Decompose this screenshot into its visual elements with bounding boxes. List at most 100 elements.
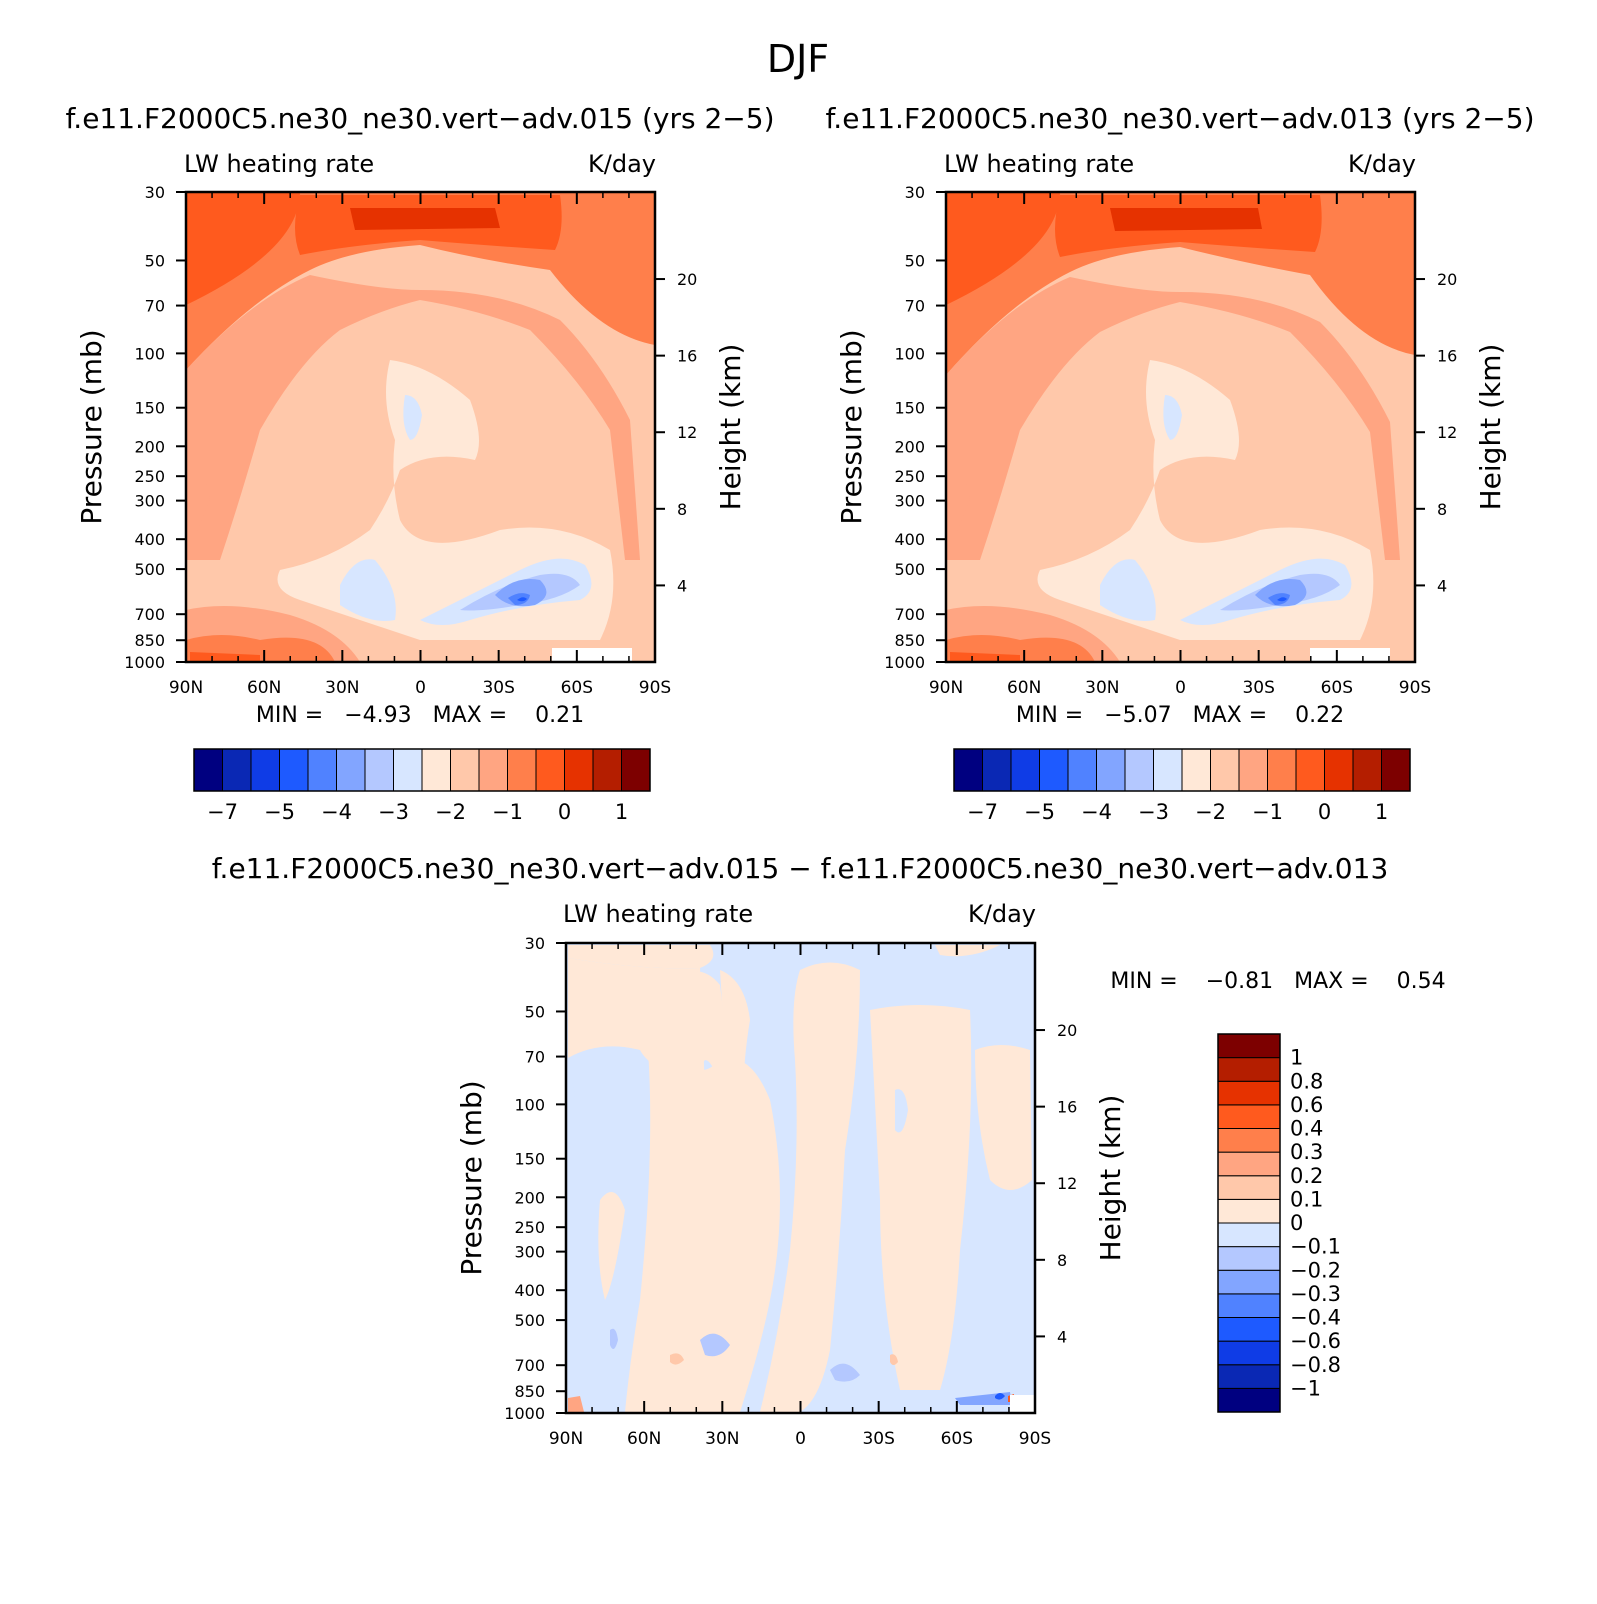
panel-right-colorbar-box <box>1210 748 1240 792</box>
panel-diff-colorbar-label: 0.4 <box>1290 1117 1323 1141</box>
panel-right-colorbar-box <box>1267 748 1297 792</box>
panel-right-x-tick-label: 90N <box>929 678 963 698</box>
panel-left-colorbar-box <box>336 748 366 792</box>
panel-right-axes: 90N 60N 30N 0 30S 60S 90S 30 50 70 100 150 200 250 300… <box>884 183 1457 698</box>
panel-right-y2-tick-label: 4 <box>1437 576 1447 595</box>
panel-right-colorbar-label: −4 <box>1081 800 1112 824</box>
panel-left-colorbar-label: 0 <box>558 800 571 824</box>
panel-diff-x-tick-label: 0 <box>795 1429 806 1449</box>
panel-diff-y2-tick-label: 12 <box>1057 1174 1077 1193</box>
panel-left-variable-label: LW heating rate <box>184 150 374 178</box>
panel-right-colorbar-box <box>1381 748 1411 792</box>
panel-right-colorbar-box <box>1352 748 1382 792</box>
panel-diff-colorbar-box <box>1217 1269 1281 1295</box>
panel-diff-colorbar-box <box>1217 1104 1281 1129</box>
panel-left-y2-tick-label: 4 <box>677 576 687 595</box>
panel-left-colorbar-box <box>364 748 394 792</box>
panel-left-colorbar-label: −7 <box>207 800 238 824</box>
panel-left-y2-tick-label: 20 <box>677 270 697 289</box>
panel-right-colorbar-box <box>1067 748 1097 792</box>
panel-right-x-tick-label: 0 <box>1175 678 1186 698</box>
panel-diff-title: f.e11.F2000C5.ne30_ne30.vert−adv.015 − f… <box>212 852 1389 885</box>
panel-left-colorbar-box <box>621 748 651 792</box>
panel-diff-y-tick-label: 30 <box>525 934 545 953</box>
panel-left-colorbar-frame <box>193 748 651 792</box>
panel-right-colorbar-box <box>1295 748 1325 792</box>
panel-left-colorbar-label: −5 <box>264 800 295 824</box>
panel-right-colorbar-frame <box>953 748 1411 792</box>
panel-diff-y-tick-label: 700 <box>514 1356 545 1375</box>
panel-left-y-tick-label: 50 <box>145 251 165 270</box>
panel-diff-colorbar-box <box>1217 1128 1281 1153</box>
panel-diff-colorbar-label: 0.6 <box>1290 1093 1323 1117</box>
panel-left-y-tick-label: 70 <box>145 297 165 316</box>
panel-right-y-tick-label: 50 <box>905 251 925 270</box>
panel-left-colorbar-box <box>478 748 508 792</box>
panel-left-y-tick-label: 300 <box>134 492 165 511</box>
panel-left-colorbar-box <box>592 748 622 792</box>
panel-right-colorbar-box <box>1039 748 1069 792</box>
panel-left-y2-tick-label: 16 <box>677 347 697 366</box>
panel-right-colorbar-box <box>1096 748 1126 792</box>
panel-left-y-tick-label: 500 <box>134 560 165 579</box>
panel-left-x-tick-label: 90S <box>639 678 671 698</box>
panel-diff-colorbar-label: −1 <box>1290 1376 1321 1400</box>
panel-diff-y-tick-label: 70 <box>525 1048 545 1067</box>
panel-left-y-tick-label: 200 <box>134 437 165 456</box>
panel-diff-y-tick-label: 850 <box>514 1382 545 1401</box>
panel-right-y-tick-label: 100 <box>894 344 925 363</box>
panel-diff-colorbar-box <box>1217 1033 1281 1059</box>
panel-diff-y-tick-label: 400 <box>514 1281 545 1300</box>
panel-diff-y-tick-label: 100 <box>514 1095 545 1114</box>
panel-right-y-tick-label: 70 <box>905 297 925 316</box>
panel-diff-y2-tick-label: 4 <box>1057 1327 1067 1346</box>
panel-left-y-tick-label: 850 <box>134 631 165 650</box>
panel-left-y-tick-label: 700 <box>134 605 165 624</box>
panel-right-y-tick-label: 150 <box>894 399 925 418</box>
panel-right-x-tick-label: 30S <box>1242 678 1274 698</box>
panel-diff-min-max-text: MIN = −0.81 MAX = 0.54 <box>1110 969 1445 994</box>
panel-left-x-tick-label: 60N <box>247 678 281 698</box>
panel-left-colorbar: −7 −5 −4 −3 −2 −1 0 1 <box>193 748 651 824</box>
panel-right-y-tick-label: 250 <box>894 467 925 486</box>
panel-diff-colorbar-box <box>1217 1080 1281 1106</box>
figure-title: DJF <box>767 37 829 81</box>
panel-diff-colorbar-box <box>1217 1198 1281 1224</box>
panel-diff-colorbar-label: 0.3 <box>1290 1140 1323 1164</box>
panel-left-x-tick-label: 90N <box>169 678 203 698</box>
panel-diff-x-tick-label: 90N <box>549 1429 583 1449</box>
panel-diff-colorbar-label: 0.2 <box>1290 1164 1323 1188</box>
panel-left-colorbar-box <box>307 748 337 792</box>
panel-diff-y-tick-label: 50 <box>525 1002 545 1021</box>
panel-left-y-tick-label: 400 <box>134 530 165 549</box>
panel-right-colorbar-box <box>1124 748 1154 792</box>
panel-left-x-tick-label: 30S <box>482 678 514 698</box>
panel-right-colorbar-label: 1 <box>1375 800 1388 824</box>
panel-right-x-tick-label: 30N <box>1085 678 1119 698</box>
panel-diff-y2-tick-label: 8 <box>1057 1251 1067 1270</box>
panel-left-min-max-text: MIN = −4.93 MAX = 0.21 <box>256 703 584 728</box>
panel-right-y-tick-label: 400 <box>894 530 925 549</box>
panel-left-colorbar-label: −2 <box>435 800 466 824</box>
panel-left-y-tick-label: 1000 <box>124 653 165 672</box>
panel-diff-colorbar-label: 0 <box>1290 1211 1303 1235</box>
panel-left-contour-field <box>186 192 655 662</box>
panel-left-units-label: K/day <box>588 150 656 178</box>
panel-right-title: f.e11.F2000C5.ne30_ne30.vert−adv.013 (yr… <box>825 102 1534 135</box>
panel-diff-y-tick-label: 150 <box>514 1150 545 1169</box>
panel-diff-colorbar-box <box>1217 1317 1281 1342</box>
panel-diff-y-tick-label: 200 <box>514 1188 545 1207</box>
panel-diff-colorbar-box <box>1217 1364 1281 1389</box>
panel-right-y2-tick-label: 8 <box>1437 500 1447 519</box>
panel-right-colorbar-box <box>1181 748 1211 792</box>
panel-diff-colorbar-box <box>1217 1175 1281 1200</box>
panel-left-colorbar-box <box>279 748 309 792</box>
panel-right-y-tick-label: 1000 <box>884 653 925 672</box>
panel-diff-colorbar-box <box>1217 1340 1281 1366</box>
panel-right-colorbar-label: −3 <box>1138 800 1169 824</box>
panel-diff-colorbar-box <box>1217 1151 1281 1177</box>
panel-right-colorbar-box <box>1153 748 1183 792</box>
panel-right-y-axis-title: Pressure (mb) <box>835 329 868 524</box>
panel-diff-colorbar-label: 0.1 <box>1290 1187 1323 1211</box>
panel-diff-axes: 90N 60N 30N 0 30S 60S 90S 30 50 70 100 150 200 250 300… <box>504 934 1077 1449</box>
